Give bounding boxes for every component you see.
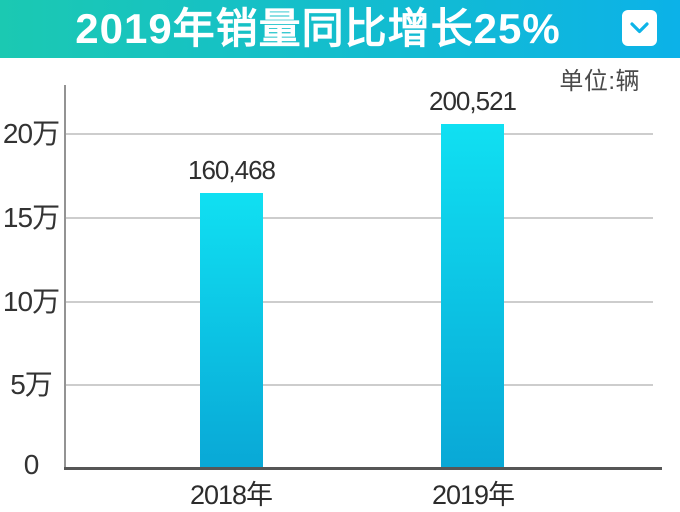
bar-value-label: 160,468 [188,155,276,185]
gridline-20wan [66,133,653,135]
y-tick-label: 0 [23,449,40,480]
unit-label: 单位:辆 [559,68,640,95]
gridline-5wan [66,384,653,386]
x-category-label: 2019年 [431,480,515,510]
header-bar: 2019年销量同比增长25% [0,0,680,58]
gridline-15wan [66,217,653,219]
y-tick-label: 15万 [2,202,60,233]
y-tick-label: 5万 [10,369,53,400]
bar-2018 [200,193,263,467]
gridline-10wan [66,301,653,303]
bar-value-label: 200,521 [429,86,517,116]
collapse-button[interactable] [622,10,657,46]
x-axis-line [64,467,662,470]
y-tick-label: 20万 [2,118,60,149]
y-tick-label: 10万 [2,286,60,317]
x-category-label: 2018年 [189,480,273,510]
chevron-down-icon [630,22,649,34]
bar-group-2019: 200,521 [429,86,517,467]
bar-2019 [441,124,504,467]
bar-group-2018: 160,468 [188,155,276,467]
y-axis-line [64,85,66,468]
page-title: 2019年销量同比增长25% [75,5,561,52]
